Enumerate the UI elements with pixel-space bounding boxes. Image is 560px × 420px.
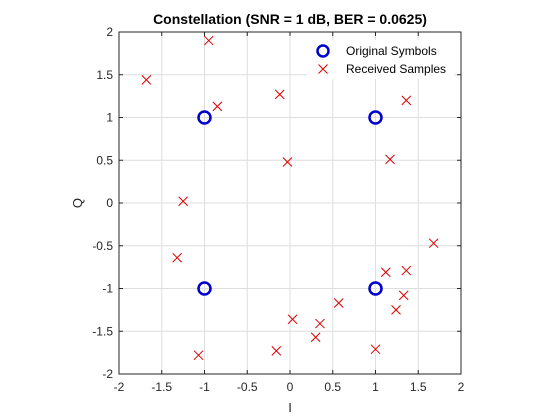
received-sample-14 bbox=[333, 298, 344, 308]
received-sample-13 bbox=[391, 305, 401, 315]
grid bbox=[119, 32, 461, 374]
legend-entry-original: Original Symbols bbox=[346, 44, 437, 58]
received-sample-6 bbox=[385, 154, 395, 165]
legend: Original Symbols Received Samples bbox=[307, 40, 454, 79]
x-tick-label-4: 0 bbox=[287, 380, 294, 394]
y-tick-label-1: -1.5 bbox=[92, 324, 113, 338]
received-sample-0 bbox=[203, 35, 214, 46]
received-sample-4 bbox=[401, 95, 412, 106]
y-tick-label-4: 0 bbox=[106, 196, 113, 210]
legend-box bbox=[307, 40, 454, 79]
x-tick-label-0: -2 bbox=[114, 380, 125, 394]
received-sample-17 bbox=[310, 332, 321, 343]
y-tick-label-0: -2 bbox=[102, 367, 113, 381]
y-axis-label: Q bbox=[70, 198, 85, 208]
legend-circle-marker bbox=[316, 44, 330, 58]
received-sample-19 bbox=[193, 350, 204, 361]
legend-entry-received: Received Samples bbox=[346, 62, 446, 76]
original-symbol-2 bbox=[197, 281, 212, 296]
y-tick-label-8: 2 bbox=[106, 25, 113, 39]
original-symbol-0 bbox=[197, 110, 212, 125]
received-sample-20 bbox=[370, 344, 381, 355]
received-sample-12 bbox=[398, 290, 409, 301]
original-symbol-3 bbox=[368, 281, 383, 296]
x-tick-label-7: 1.5 bbox=[410, 380, 427, 394]
x-tick-label-1: -1.5 bbox=[151, 380, 172, 394]
x-tick-label-3: -0.5 bbox=[237, 380, 258, 394]
x-axis-label: I bbox=[288, 400, 292, 415]
received-sample-15 bbox=[287, 314, 298, 325]
received-sample-1 bbox=[141, 75, 152, 85]
x-tick-label-5: 0.5 bbox=[324, 380, 341, 394]
x-tick-label-6: 1 bbox=[372, 380, 379, 394]
x-tick-label-8: 2 bbox=[458, 380, 465, 394]
y-tick-label-6: 1 bbox=[106, 111, 113, 125]
received-sample-8 bbox=[172, 252, 182, 263]
received-sample-2 bbox=[212, 101, 223, 112]
y-tick-label-3: -0.5 bbox=[92, 239, 113, 253]
received-sample-11 bbox=[401, 265, 412, 276]
chart-title: Constellation (SNR = 1 dB, BER = 0.0625) bbox=[153, 11, 427, 27]
received-sample-7 bbox=[178, 196, 188, 207]
ticks: -2 -1.5 -1 -0.5 0 0.5 1 1.5 2 -2 -1.5 -1 -0.5 0 0.5 1 1.… bbox=[92, 25, 464, 394]
received-sample-18 bbox=[271, 346, 282, 356]
series-layer bbox=[141, 35, 439, 361]
received-sample-9 bbox=[428, 238, 439, 249]
legend-x-marker bbox=[318, 64, 328, 74]
received-sample-5 bbox=[282, 157, 293, 167]
x-tick-label-2: -1 bbox=[199, 380, 210, 394]
received-sample-16 bbox=[315, 318, 325, 329]
original-symbol-1 bbox=[368, 110, 383, 125]
y-tick-label-2: -1 bbox=[102, 282, 113, 296]
received-sample-10 bbox=[380, 267, 391, 278]
received-sample-3 bbox=[274, 89, 285, 100]
y-tick-label-7: 1.5 bbox=[96, 68, 113, 82]
y-tick-label-5: 0.5 bbox=[96, 153, 113, 167]
